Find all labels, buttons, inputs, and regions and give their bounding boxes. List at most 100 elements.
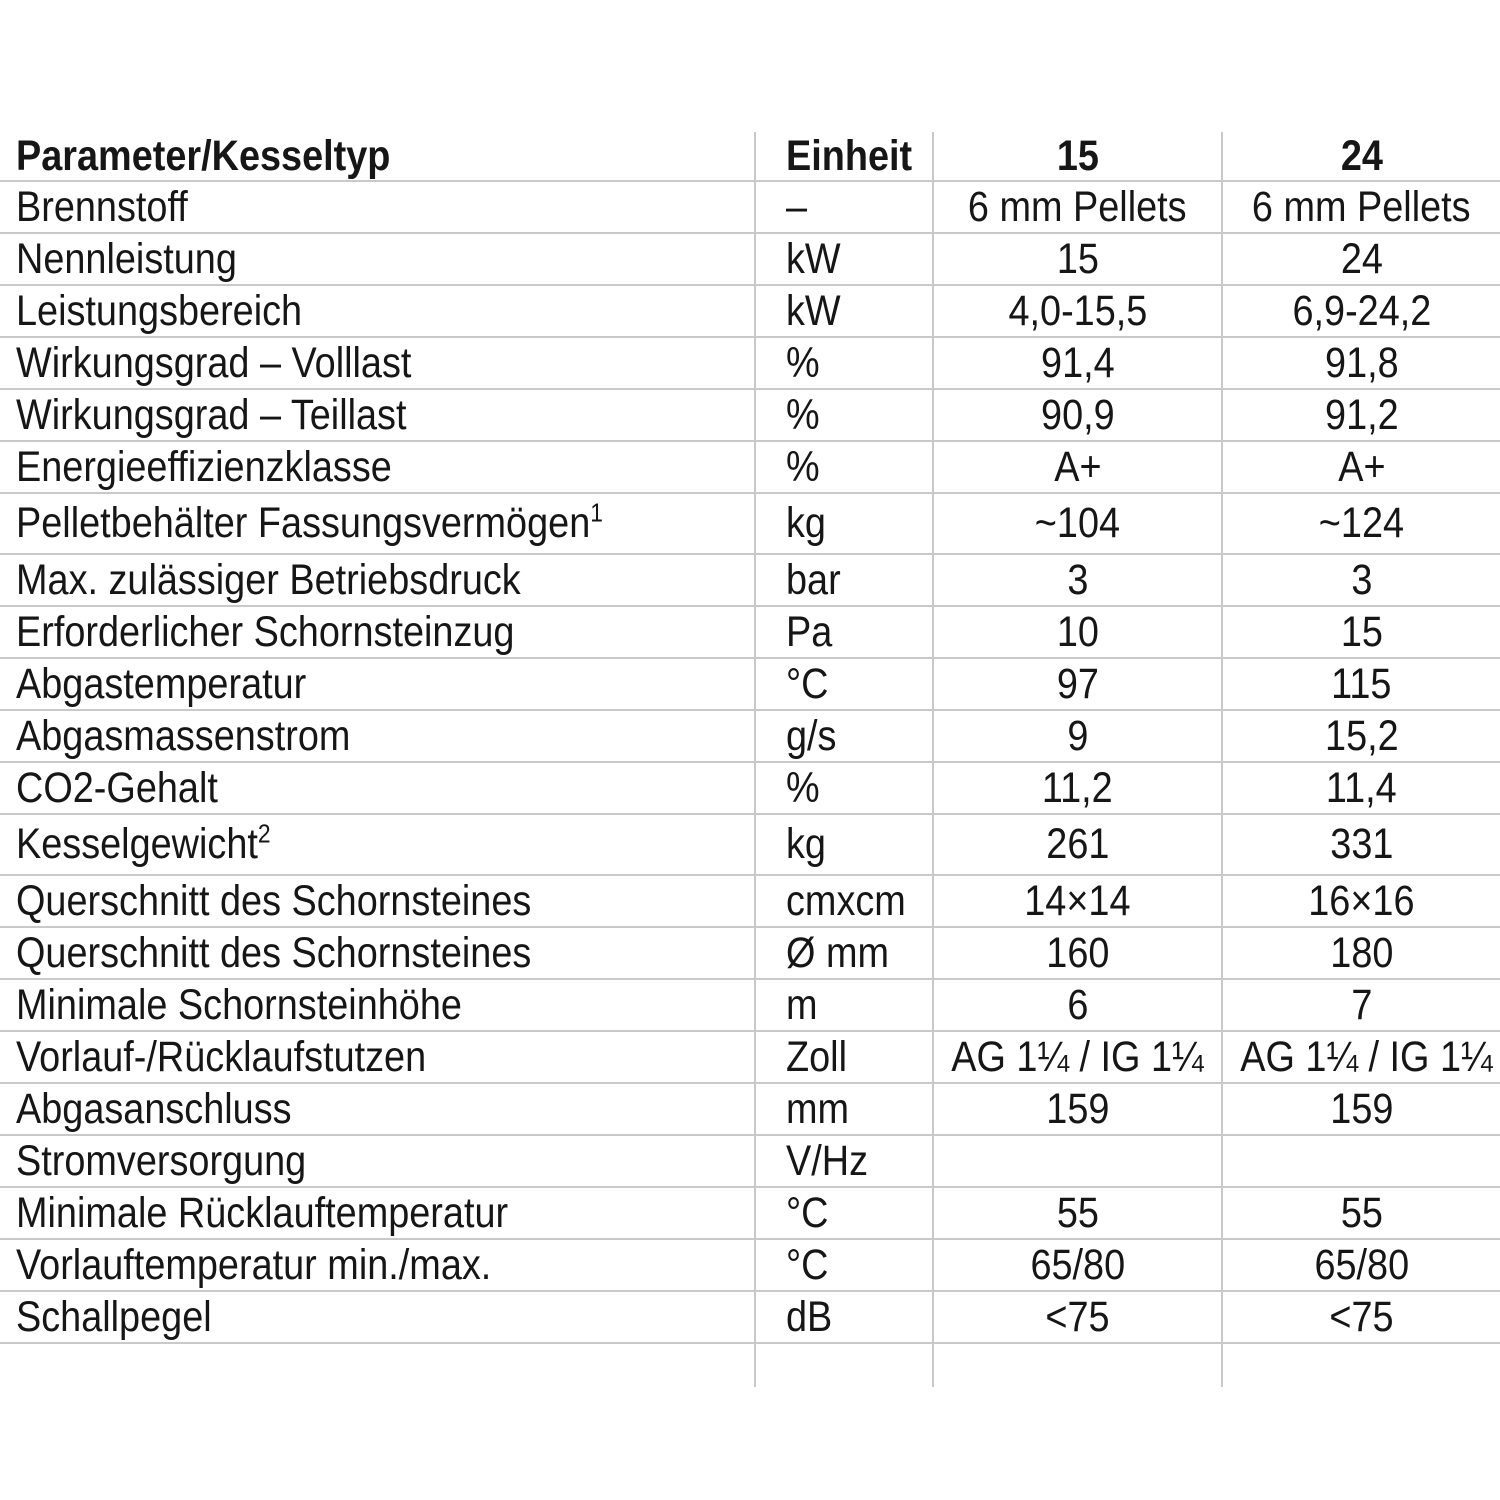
unit-cell: °C [754, 1239, 933, 1292]
value-15-cell: 91,4 [932, 337, 1222, 390]
cell-text: 14×14 [1024, 876, 1131, 925]
cell-text: 3 [1350, 555, 1373, 604]
value-15-cell: 261 [932, 814, 1222, 876]
cell-text: 91,4 [1040, 338, 1115, 387]
cell-text: A+ [1337, 442, 1386, 491]
header-param-label: Parameter/Kesseltyp [16, 132, 391, 180]
spec-table: Parameter/Kesseltyp Einheit 15 24 Brenns… [0, 132, 1500, 1387]
cell-text: 16×16 [1308, 876, 1415, 925]
param-cell: Leistungsbereich [0, 285, 755, 338]
value-15-cell: 6 [932, 979, 1222, 1032]
param-cell: Abgasmassenstrom [0, 710, 755, 763]
value-24-cell: 6,9-24,2 [1221, 285, 1500, 338]
param-cell: Max. zulässiger Betriebsdruck [0, 554, 755, 607]
value-15-cell: A+ [932, 441, 1222, 494]
param-cell: Querschnitt des Schornsteines [0, 927, 755, 980]
param-cell: Vorlauftemperatur min./max. [0, 1239, 755, 1292]
cell-text: 160 [1045, 928, 1110, 977]
cell-text: 180 [1329, 928, 1394, 977]
value-24-cell: AG 1¼ / IG 1¼ [1221, 1031, 1500, 1084]
cell-text: °C [786, 1188, 829, 1237]
cell-text: mm [786, 1084, 850, 1133]
cell-text: % [786, 442, 820, 491]
param-cell: Kesselgewicht2 [0, 814, 755, 876]
table-row: Pelletbehälter Fassungsvermögen1 kg ~104… [0, 493, 1500, 555]
unit-cell: % [754, 441, 933, 494]
value-24-cell: 65/80 [1221, 1239, 1500, 1292]
cell-text: 15 [1056, 234, 1099, 283]
unit-cell: dB [754, 1291, 933, 1344]
cell-text: Abgasanschluss [16, 1084, 292, 1133]
unit-cell: g/s [754, 710, 933, 763]
unit-cell: Zoll [754, 1031, 933, 1084]
cell-text: Querschnitt des Schornsteines [16, 876, 532, 925]
cell-text: 97 [1056, 659, 1099, 708]
header-model-15-label: 15 [1056, 132, 1099, 180]
value-15-cell: 9 [932, 710, 1222, 763]
cell-text: 7 [1350, 980, 1373, 1029]
unit-cell: m [754, 979, 933, 1032]
cell-text: 159 [1329, 1084, 1394, 1133]
cell-text: 261 [1045, 820, 1110, 868]
value-15-cell: 97 [932, 658, 1222, 711]
param-cell: Nennleistung [0, 233, 755, 286]
cell-text: Kesselgewicht2 [16, 818, 271, 868]
value-24-cell: 159 [1221, 1083, 1500, 1136]
cell-text: Erforderlicher Schornsteinzug [16, 607, 515, 656]
param-cell: Brennstoff [0, 181, 755, 234]
value-15-cell: ~104 [932, 493, 1222, 555]
cell-text: 90,9 [1040, 390, 1115, 439]
cell-text: 55 [1340, 1188, 1383, 1237]
header-model-24: 24 [1221, 132, 1500, 182]
param-cell: Minimale Rücklauftemperatur [0, 1187, 755, 1240]
cell-text: 24 [1340, 234, 1383, 283]
value-24-cell: A+ [1221, 441, 1500, 494]
value-15-cell: 4,0-15,5 [932, 285, 1222, 338]
cell-text: kg [786, 499, 826, 547]
cell-text: Nennleistung [16, 234, 237, 283]
cell-text: AG 1¼ / IG 1¼ [951, 1032, 1204, 1081]
unit-cell: % [754, 762, 933, 815]
table-row: Wirkungsgrad – Teillast % 90,9 91,2 [0, 389, 1500, 442]
cell-text: Brennstoff [16, 182, 188, 231]
cell-text: % [786, 390, 820, 439]
cell-text: °C [786, 1240, 829, 1289]
value-15-cell: 10 [932, 606, 1222, 659]
table-row: Abgasanschluss mm 159 159 [0, 1083, 1500, 1136]
value-15-cell: 65/80 [932, 1239, 1222, 1292]
cell-text: dB [786, 1292, 833, 1341]
table-row: Schallpegel dB <75 <75 [0, 1291, 1500, 1344]
cell-text: – [786, 182, 808, 231]
cell-text: bar [786, 555, 841, 604]
value-15-cell: 11,2 [932, 762, 1222, 815]
cell-text: 91,2 [1324, 390, 1399, 439]
cell-text: Vorlauftemperatur min./max. [16, 1240, 492, 1289]
cell-text: m [786, 980, 818, 1029]
table-row: Energieeffizienzklasse % A+ A+ [0, 441, 1500, 494]
cell-text: 115 [1331, 659, 1392, 708]
cell-text: % [786, 338, 820, 387]
header-param: Parameter/Kesseltyp [0, 132, 755, 182]
cell-text: Max. zulässiger Betriebsdruck [16, 555, 521, 604]
value-24-cell: 180 [1221, 927, 1500, 980]
table-row: Vorlauf-/Rücklaufstutzen Zoll AG 1¼ / IG… [0, 1031, 1500, 1084]
table-row: Minimale Schornsteinhöhe m 6 7 [0, 979, 1500, 1032]
value-24-cell: 91,2 [1221, 389, 1500, 442]
spec-table-header: Parameter/Kesseltyp Einheit 15 24 [0, 132, 1500, 182]
value-24-cell: ~124 [1221, 493, 1500, 555]
header-row: Parameter/Kesseltyp Einheit 15 24 [0, 132, 1500, 182]
table-row: Querschnitt des Schornsteines cmxcm 14×1… [0, 875, 1500, 928]
cell-text: 6,9-24,2 [1292, 286, 1431, 335]
table-row [0, 1343, 1500, 1387]
cell-text: CO2-Gehalt [16, 763, 218, 812]
value-24-cell: 91,8 [1221, 337, 1500, 390]
cell-text: Pelletbehälter Fassungsvermögen1 [16, 497, 603, 547]
cell-text: V/Hz [786, 1136, 869, 1185]
cell-text: 3 [1066, 555, 1089, 604]
cell-text: 11,2 [1042, 763, 1113, 812]
cell-text: Minimale Rücklauftemperatur [16, 1188, 509, 1237]
cell-text: Schallpegel [16, 1292, 212, 1341]
unit-cell: kg [754, 493, 933, 555]
param-cell: Abgastemperatur [0, 658, 755, 711]
value-15-cell [932, 1343, 1222, 1387]
